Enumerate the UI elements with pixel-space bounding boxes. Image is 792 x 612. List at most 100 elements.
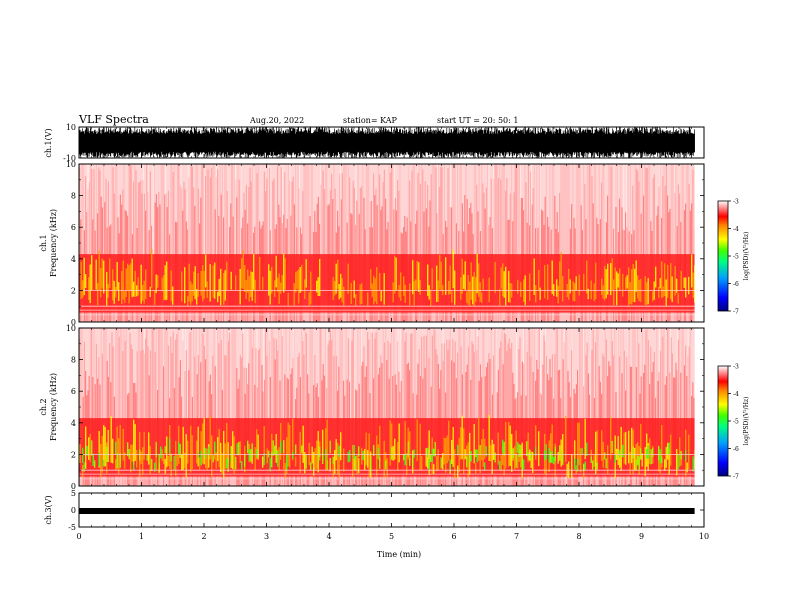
- figure-title: VLF Spectra: [78, 113, 149, 126]
- spec-streak: [82, 164, 84, 322]
- spec-activity: [283, 442, 285, 470]
- spec-streak: [693, 164, 695, 322]
- spec-streak: [257, 164, 259, 322]
- spec-streak: [112, 346, 114, 486]
- spec-activity: [224, 270, 226, 301]
- spec-activity: [205, 254, 207, 288]
- spec-activity: [218, 428, 220, 468]
- spec-streak: [291, 181, 293, 322]
- spec-activity: [248, 276, 250, 302]
- spec-activity: [461, 415, 463, 460]
- spec-streak: [220, 340, 222, 486]
- y-tick-label: 0: [71, 482, 76, 491]
- spec-streak: [393, 328, 395, 486]
- spec-streak: [191, 166, 193, 322]
- spec-streak: [302, 340, 304, 486]
- spec-activity: [125, 268, 127, 297]
- spec-activity: [464, 261, 466, 291]
- spec-activity: [214, 262, 216, 299]
- spec-streak: [325, 164, 327, 322]
- spec-activity: [443, 437, 445, 465]
- spec-green: [373, 444, 375, 456]
- spec-green: [94, 460, 96, 468]
- spec-green: [358, 446, 360, 457]
- spec-activity: [148, 432, 150, 465]
- spec-streak: [441, 167, 443, 322]
- spec-activity: [118, 438, 120, 475]
- spec-green: [520, 444, 522, 457]
- spec-streak: [443, 343, 445, 486]
- spec-activity: [191, 435, 193, 470]
- spec-streak: [172, 172, 174, 322]
- spec-activity: [395, 257, 397, 290]
- spec-activity: [209, 264, 211, 302]
- spec-streak: [478, 164, 480, 322]
- spec-activity: [170, 462, 172, 477]
- spec-activity: [130, 444, 132, 473]
- spec-green: [205, 447, 207, 459]
- spec-activity: [439, 254, 441, 290]
- spec-activity: [466, 291, 468, 303]
- spec-activity: [88, 277, 90, 300]
- spec-green: [475, 449, 477, 458]
- spec-streak: [363, 346, 365, 486]
- spec-streak: [88, 181, 90, 322]
- spec-streak: [519, 337, 521, 486]
- y-tick-label: 10: [66, 160, 76, 169]
- spec-activity: [500, 455, 502, 472]
- spec-green: [685, 450, 687, 462]
- spec-activity: [202, 265, 204, 302]
- spec-activity: [508, 270, 510, 303]
- spec-activity: [271, 433, 273, 464]
- spec-streak: [641, 164, 643, 322]
- date-label: Aug.20, 2022: [249, 116, 304, 125]
- spec-green: [586, 442, 588, 457]
- spec-activity: [109, 258, 111, 289]
- spec-streak: [199, 328, 201, 486]
- spec-streak: [341, 328, 343, 486]
- spec-streak: [334, 328, 336, 486]
- spec-green: [362, 450, 364, 461]
- spec-streak: [688, 346, 690, 486]
- spec-streak: [667, 329, 669, 486]
- spec-activity: [520, 450, 522, 468]
- spec-activity: [140, 451, 142, 465]
- spec-activity: [494, 262, 496, 294]
- spec-streak: [500, 179, 502, 322]
- spec-activity: [121, 271, 123, 304]
- spec-activity: [535, 285, 537, 303]
- spec-streak: [212, 164, 214, 322]
- spec-gap: [282, 328, 284, 439]
- spec-green: [430, 454, 432, 462]
- x-tick-label: 5: [389, 532, 394, 541]
- spec-streak: [85, 175, 87, 322]
- spec-activity: [149, 446, 151, 475]
- spec-activity: [166, 436, 168, 468]
- spec-streak: [376, 328, 378, 486]
- spec-activity: [457, 465, 459, 478]
- spec-streak: [668, 328, 670, 486]
- spec-activity: [419, 423, 421, 471]
- spec-green: [551, 450, 553, 464]
- spec-streak: [509, 348, 511, 486]
- spec-green: [305, 454, 307, 469]
- spec-activity: [217, 291, 219, 303]
- spec-activity: [469, 432, 471, 475]
- spec-streak: [677, 184, 679, 322]
- spec-streak: [266, 178, 268, 322]
- spec-green: [178, 442, 180, 454]
- spec-activity: [262, 277, 264, 290]
- spec-streak: [645, 330, 647, 486]
- spec-streak: [566, 328, 568, 486]
- spec-streak: [391, 165, 393, 322]
- spec-activity: [454, 270, 456, 305]
- spec-activity: [112, 438, 114, 464]
- spec-streak: [505, 334, 507, 486]
- spec-no-data: [694, 328, 704, 486]
- spec-streak: [561, 164, 563, 322]
- spec-green: [347, 452, 349, 463]
- spec-streak: [670, 164, 672, 322]
- spec-streak: [217, 328, 219, 486]
- spec-activity: [679, 437, 681, 467]
- spec-streak: [172, 331, 174, 486]
